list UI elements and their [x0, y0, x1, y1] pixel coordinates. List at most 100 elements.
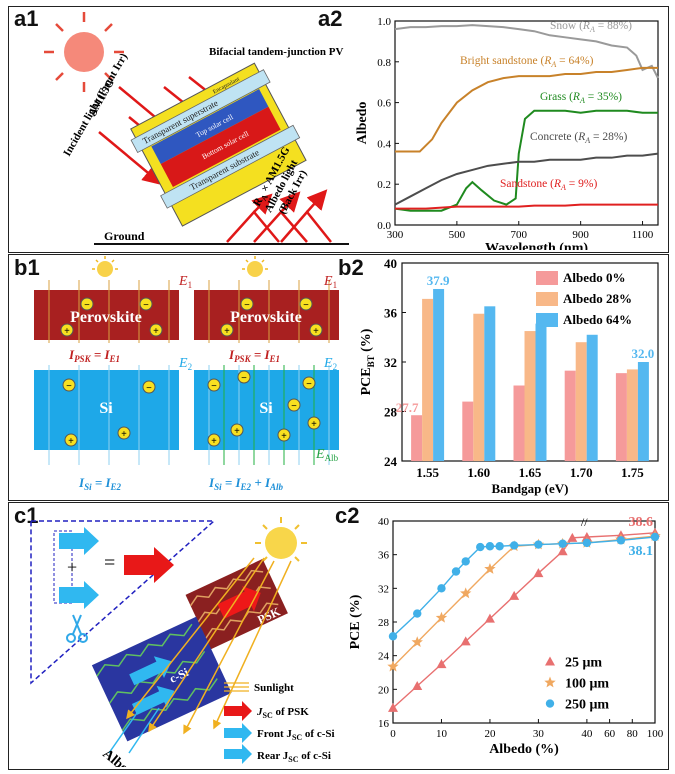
svg-text:+: + — [211, 436, 217, 447]
data-point-circle — [437, 584, 446, 593]
charge-carriers: − − + + − − + + − − + + − − − − + + + + — [60, 297, 323, 447]
scissors-icon — [66, 614, 88, 643]
data-point-circle — [650, 532, 660, 542]
si-rays — [48, 365, 330, 465]
svg-text:−: − — [211, 381, 217, 392]
x-tick-label: 1.75 — [621, 465, 644, 480]
panel-label-a1: a1 — [14, 6, 39, 31]
ealb-label: EAlb — [315, 447, 339, 463]
y-axis-label: PCE (%) — [348, 594, 363, 649]
data-point-circle — [495, 542, 504, 551]
y-tick-label: 32 — [378, 583, 389, 595]
svg-text:+: + — [311, 419, 317, 430]
si-layer-left — [34, 370, 179, 450]
series-label: Concrete (RA = 28%) — [530, 131, 627, 145]
isi-eq-right: ISi = IE2 + IAlb — [208, 475, 284, 492]
bar — [462, 401, 474, 461]
plus-sign: + — [67, 557, 77, 577]
data-point-circle — [509, 541, 519, 550]
y-tick-label: 36 — [378, 550, 390, 562]
plot-frame — [392, 520, 656, 724]
perovskite-label-right: Perovskite — [230, 309, 302, 326]
y-tick-label: 1.0 — [377, 16, 391, 28]
x-tick-label: 100 — [647, 728, 664, 740]
svg-text:−: − — [306, 379, 312, 390]
svg-text:−: − — [146, 383, 152, 394]
x-tick-label: 10 — [436, 728, 448, 740]
y-tick-label: 40 — [378, 516, 390, 528]
data-point-circle — [616, 536, 626, 545]
data-point-triangle — [533, 568, 544, 578]
legend-label: 250 μm — [565, 698, 609, 713]
series-line-sandstone — [395, 203, 658, 210]
svg-text:+: + — [68, 436, 74, 447]
bar — [484, 306, 496, 461]
bar — [422, 298, 434, 461]
data-point-triangle — [509, 590, 520, 600]
x-axis-label: Wavelength (nm) — [485, 241, 588, 250]
svg-text:−: − — [143, 300, 149, 311]
svg-text:−: − — [291, 401, 297, 412]
x-axis-label: Bandgap (eV) — [492, 481, 569, 496]
series-line — [392, 535, 656, 668]
svg-text:+: + — [313, 326, 319, 337]
x-tick-label: 1.70 — [570, 465, 593, 480]
data-point-circle — [461, 557, 470, 566]
y-tick-label: 36 — [384, 306, 398, 321]
ipsk-eq-left: IPSK = IE1 — [68, 347, 120, 364]
pce-vs-albedo-chart: // 16 20 24 28 32 36 40 0 10 20 30 40 60 80 100 Albedo (… — [348, 515, 664, 757]
isi-eq-left: ISi = IE2 — [78, 475, 122, 492]
sun-icon — [92, 256, 118, 277]
series-line — [392, 532, 656, 709]
series-line-bright-sandstone — [395, 66, 658, 153]
data-point-triangle — [545, 656, 555, 666]
y-tick-label: 28 — [384, 405, 398, 420]
legend-swatch — [536, 292, 558, 306]
legend-swatch — [536, 313, 558, 327]
data-point-star — [459, 587, 472, 599]
bar — [473, 313, 485, 461]
data-point-circle — [558, 539, 567, 548]
legend-arrow-rear — [224, 744, 252, 764]
albedo-rays-c — [108, 702, 160, 754]
panel-label-b2: b2 — [338, 255, 364, 280]
bar — [575, 342, 587, 461]
bar — [637, 362, 649, 461]
data-point-triangle — [557, 546, 568, 556]
ground-label: Ground — [104, 229, 145, 243]
x-tick-label: 20 — [484, 728, 496, 740]
svg-text:+: + — [153, 326, 159, 337]
e2-label-right: E2 — [323, 356, 337, 372]
sun-icon — [44, 12, 124, 92]
legend-jsc-psk: JSC of PSK — [256, 706, 309, 720]
data-point-circle — [476, 542, 485, 552]
y-tick-label: 0.2 — [377, 179, 391, 191]
legend-arrow-front — [224, 723, 252, 743]
svg-text:−: − — [84, 300, 90, 311]
y-tick-label: 0.4 — [377, 138, 391, 150]
legend-rear: Rear JSC of c-Si — [257, 750, 331, 764]
bifacial-label: Bifacial tandem-junction PV — [209, 46, 343, 58]
svg-text:+: + — [121, 429, 127, 440]
legend-label: 100 μm — [565, 677, 609, 692]
x-tick-label: 80 — [627, 728, 639, 740]
x-tick-label: 300 — [387, 229, 404, 241]
perovskite-label-left: Perovskite — [70, 309, 142, 326]
data-point-star — [435, 611, 448, 623]
data-point-circle — [451, 567, 461, 576]
data-point-circle — [413, 609, 422, 618]
arrow-icon-psk — [124, 547, 174, 583]
bar — [564, 370, 576, 461]
svg-text:−: − — [244, 300, 250, 311]
data-point-triangle — [412, 680, 423, 690]
arrow-icon-front — [59, 527, 99, 555]
legend-label: Albedo 28% — [563, 291, 632, 306]
bifacial-module: Transparent superstrate Encapsulant Top … — [130, 62, 307, 227]
sun-icon — [255, 517, 307, 562]
x-tick-label: 1.60 — [467, 465, 490, 480]
legend-label: Albedo 64% — [563, 312, 632, 327]
sun-icon — [242, 256, 268, 277]
panel-a — [8, 6, 669, 253]
x-tick-label: 700 — [511, 229, 528, 241]
